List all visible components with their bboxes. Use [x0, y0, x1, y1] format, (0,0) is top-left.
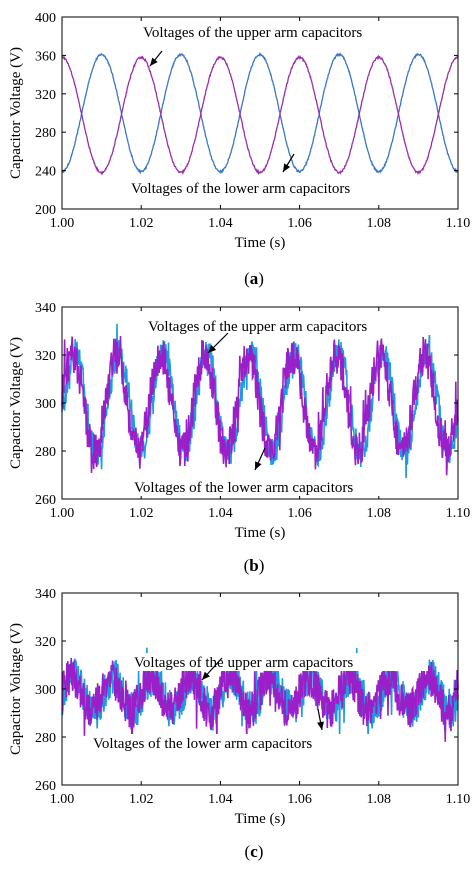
series-line-lower — [61, 54, 459, 176]
arrow-head-icon — [317, 721, 324, 730]
y-tick-label: 320 — [35, 88, 56, 103]
annotation-background — [132, 478, 436, 496]
y-tick-label: 360 — [35, 49, 56, 64]
panel-caption: (a) — [244, 269, 264, 288]
y-tick-label: 320 — [35, 635, 56, 650]
annotation-background — [141, 23, 437, 41]
x-tick-label: 1.02 — [129, 792, 154, 807]
x-tick-label: 1.00 — [50, 792, 75, 807]
y-tick-label: 340 — [35, 587, 56, 602]
x-tick-label: 1.02 — [129, 216, 154, 231]
annotation-background — [129, 179, 433, 197]
series-line-lower — [61, 655, 459, 744]
x-tick-label: 1.04 — [208, 506, 233, 521]
arrow-head-icon — [208, 344, 217, 353]
panel-a: 1.00 1.02 1.04 1.06 1.08 1.10 200 240 280 320 360 4… — [8, 11, 470, 288]
annotation-upper: Voltages of the upper arm capacitors — [143, 25, 362, 41]
x-tick-label: 1.00 — [50, 506, 75, 521]
x-tick-label: 1.06 — [287, 506, 312, 521]
y-tick-label: 280 — [35, 126, 56, 141]
panel-b: 1.00 1.02 1.04 1.06 1.08 1.10 260 280 300 320 340 T… — [8, 301, 470, 575]
x-axis-label: Time (s) — [235, 525, 286, 541]
x-axis-label: Time (s) — [235, 811, 286, 827]
x-tick-label: 1.08 — [367, 506, 392, 521]
y-tick-label: 280 — [35, 445, 56, 460]
y-axis-label: Capacitor Voltage (V) — [8, 47, 24, 179]
y-tick-label: 300 — [35, 683, 56, 698]
y-tick-label: 200 — [35, 203, 56, 218]
x-tick-label: 1.10 — [446, 216, 471, 231]
annotation-lower: Voltages of the lower arm capacitors — [134, 480, 353, 496]
y-tick-label: 400 — [35, 11, 56, 26]
x-tick-label: 1.06 — [287, 792, 312, 807]
arrow-head-icon — [150, 57, 158, 66]
x-tick-label: 1.04 — [208, 216, 233, 231]
arrow-head-icon — [255, 461, 262, 470]
annotation-upper: Voltages of the upper arm capacitors — [148, 319, 367, 335]
panel-caption: (b) — [244, 556, 265, 575]
x-tick-label: 1.02 — [129, 506, 154, 521]
x-tick-label: 1.08 — [367, 216, 392, 231]
series-line-lower — [61, 335, 459, 476]
x-axis-label: Time (s) — [235, 235, 286, 251]
series-line-upper — [61, 51, 459, 175]
x-tick-label: 1.00 — [50, 216, 75, 231]
y-tick-label: 320 — [35, 349, 56, 364]
annotation-background — [91, 734, 395, 752]
arrow-head-icon — [283, 163, 291, 172]
x-tick-label: 1.08 — [367, 792, 392, 807]
y-tick-label: 280 — [35, 731, 56, 746]
panel-c: 1.00 1.02 1.04 1.06 1.08 1.10 260 280 300 320 340 T… — [8, 587, 470, 861]
panel-caption: (c) — [245, 842, 264, 861]
annotation-background — [146, 317, 442, 335]
y-tick-label: 300 — [35, 397, 56, 412]
x-tick-label: 1.10 — [446, 506, 471, 521]
y-tick-label: 340 — [35, 301, 56, 316]
axes-frame — [61, 16, 459, 210]
y-axis-label: Capacitor Voltage (V) — [8, 623, 24, 755]
y-axis-label: Capacitor Voltage (V) — [8, 337, 24, 469]
x-tick-label: 1.04 — [208, 792, 233, 807]
x-tick-label: 1.10 — [446, 792, 471, 807]
x-tick-label: 1.06 — [287, 216, 312, 231]
y-tick-label: 260 — [35, 779, 56, 794]
annotation-background — [132, 653, 428, 671]
annotation-upper: Voltages of the upper arm capacitors — [134, 655, 353, 671]
y-tick-label: 260 — [35, 493, 56, 508]
y-tick-label: 240 — [35, 165, 56, 180]
annotation-lower: Voltages of the lower arm capacitors — [93, 736, 312, 752]
arrow-head-icon — [202, 671, 210, 680]
annotation-lower: Voltages of the lower arm capacitors — [131, 181, 350, 197]
